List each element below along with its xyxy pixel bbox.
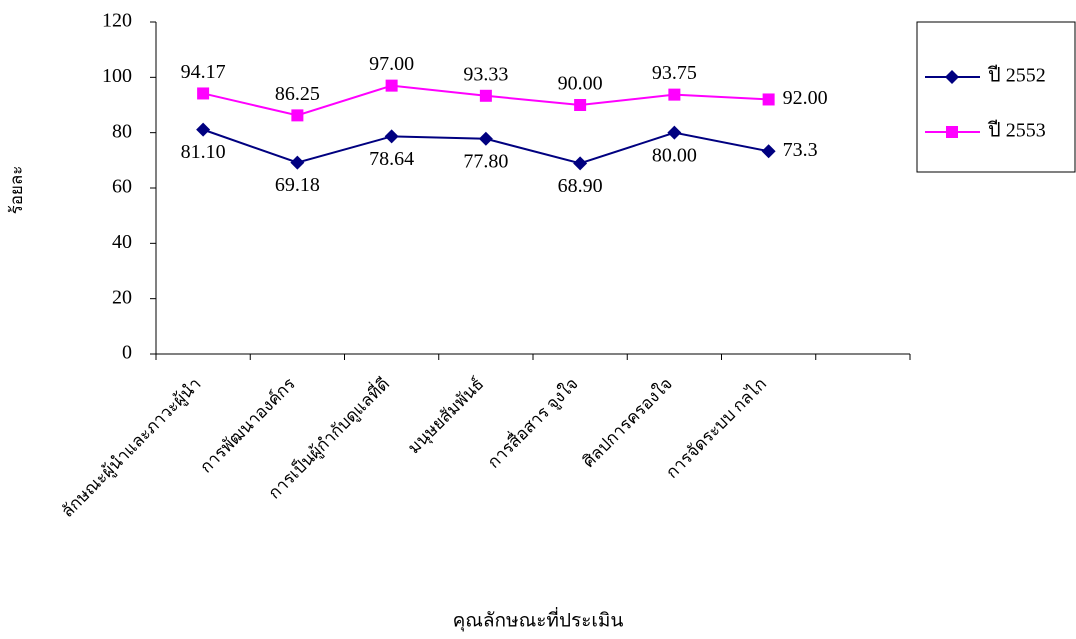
data-label: 90.00 <box>558 73 603 95</box>
x-tick-label: มนุษยสัมพันธ์ <box>404 374 488 458</box>
data-label: 78.64 <box>369 148 414 170</box>
x-tick-label: ศิลปการครองใจ <box>578 373 676 471</box>
data-label: 68.90 <box>558 175 603 197</box>
data-label: 86.25 <box>275 83 320 105</box>
y-tick-label: 40 <box>112 231 132 253</box>
data-label: 77.80 <box>463 150 508 172</box>
x-axis-title: คุณลักษณะที่ประเมิน <box>453 606 624 632</box>
data-label: 69.18 <box>275 174 320 196</box>
legend-box <box>916 21 1076 173</box>
y-tick-label: 60 <box>112 176 132 198</box>
data-label: 81.10 <box>181 141 226 163</box>
x-tick-label: การพัฒนาองค์กร <box>196 374 299 477</box>
marker <box>196 122 211 137</box>
marker <box>945 70 959 84</box>
marker <box>197 87 210 100</box>
legend-label: ปี 2552 <box>988 65 1046 87</box>
data-label: 80.00 <box>652 144 697 166</box>
data-label: 93.75 <box>652 62 697 84</box>
x-tick-label: การสื่อสาร จูงใจ <box>482 372 583 473</box>
marker <box>290 155 305 170</box>
y-tick-label: 0 <box>122 342 132 364</box>
marker <box>385 79 398 92</box>
y-tick-label: 120 <box>102 10 132 32</box>
data-label: 92.00 <box>783 87 828 109</box>
data-label: 93.33 <box>463 63 508 85</box>
y-axis-title: ร้อยละ <box>7 166 26 215</box>
y-tick-label: 80 <box>112 120 132 142</box>
marker <box>667 125 682 140</box>
data-label: 94.17 <box>181 61 226 83</box>
marker <box>291 109 304 122</box>
marker <box>478 131 493 146</box>
marker <box>761 144 776 159</box>
marker <box>479 89 492 102</box>
marker <box>573 156 588 171</box>
marker <box>668 88 681 101</box>
y-tick-label: 20 <box>112 286 132 308</box>
y-tick-label: 100 <box>102 65 132 87</box>
marker <box>574 99 587 111</box>
x-tick-label: ลักษณะผู้นำและภาวะผู้นำ <box>58 374 206 522</box>
marker <box>946 126 958 138</box>
legend-label: ปี 2553 <box>988 120 1046 142</box>
marker <box>762 93 775 106</box>
marker <box>384 129 399 144</box>
data-label: 97.00 <box>369 53 414 75</box>
data-label: 73.3 <box>783 139 818 161</box>
x-tick-label: การจัดระบบ กลไก <box>662 373 771 482</box>
